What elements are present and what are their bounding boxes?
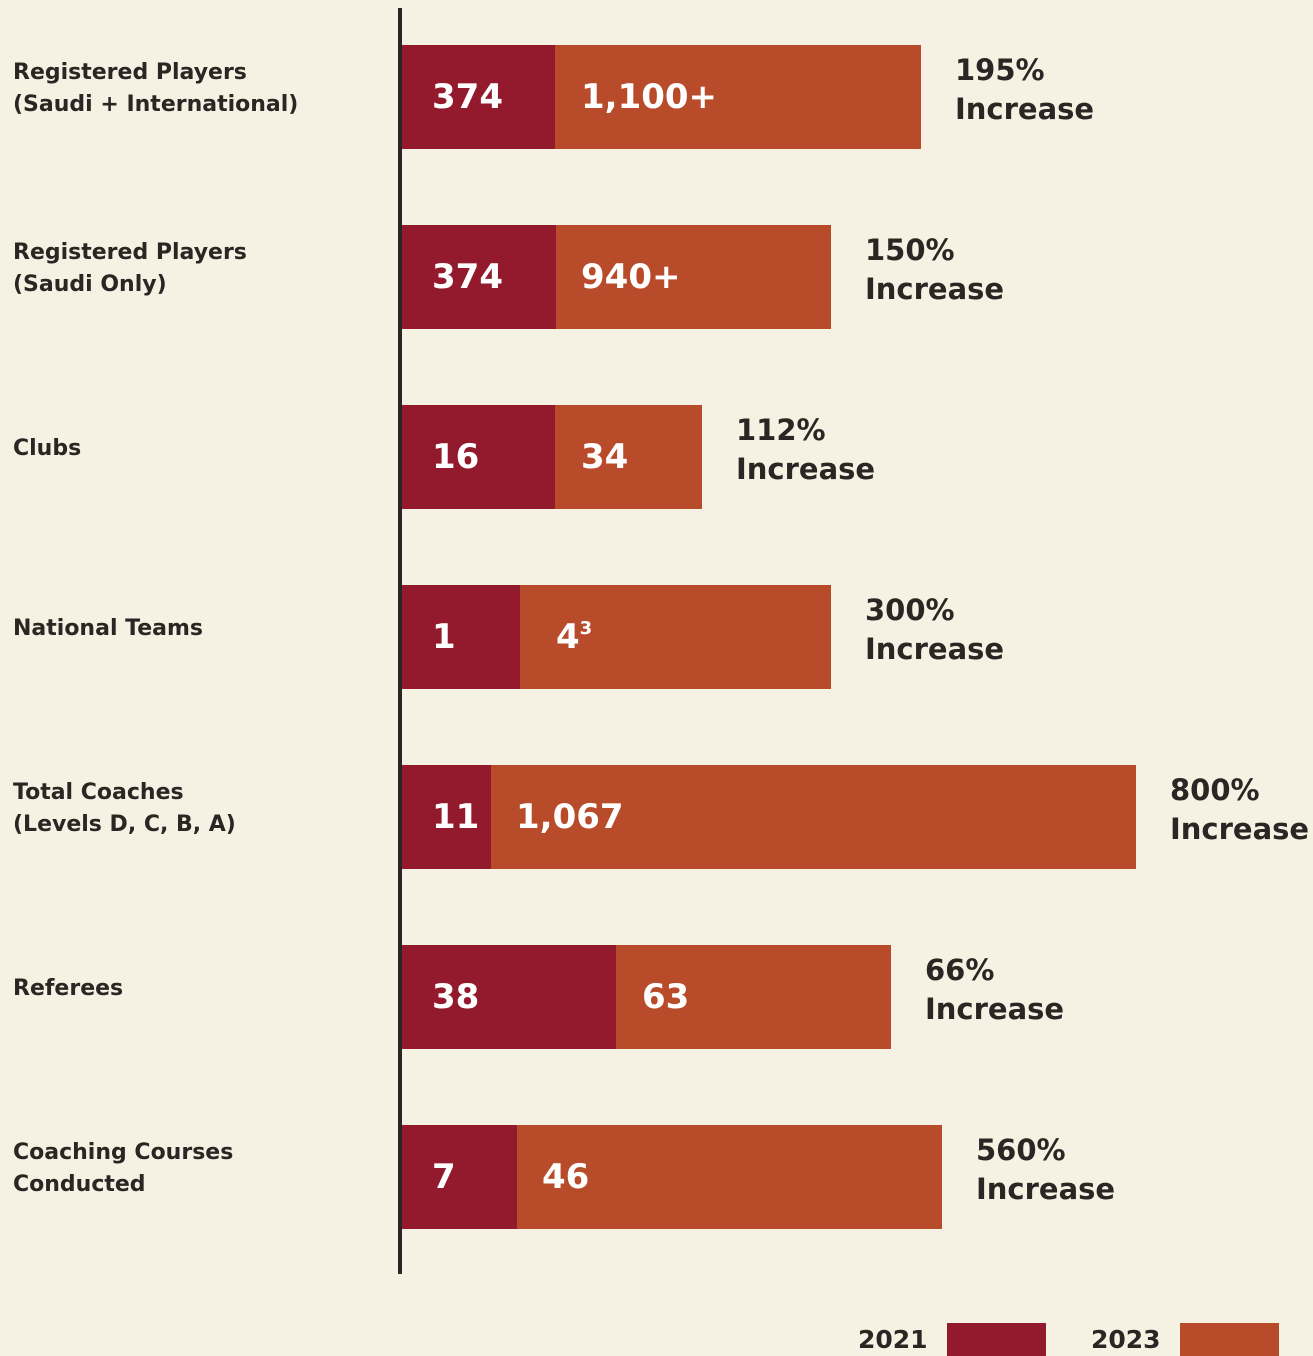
segment-2021 [402, 225, 556, 329]
value-2023: 63 [642, 945, 689, 1049]
value-2021: 11 [432, 797, 480, 837]
row-label: Coaching Courses Conducted [13, 1137, 233, 1201]
segment-2021 [402, 585, 520, 689]
row-label-line: Total Coaches [13, 780, 184, 805]
value-2021: 374 [432, 77, 503, 117]
row-label: Registered Players (Saudi + International… [13, 57, 298, 121]
segment-2023 [517, 1125, 942, 1229]
row-label-line: Clubs [13, 436, 82, 461]
value-2023: 1,067 [516, 765, 624, 869]
value-2021: 374 [432, 257, 503, 297]
row-label-line: (Saudi Only) [13, 272, 167, 297]
segment-2023 [555, 45, 921, 149]
segment-2023 [491, 765, 1136, 869]
footnote: 3 [579, 618, 593, 639]
value-2023: 34 [581, 405, 628, 509]
value-2023: 940+ [581, 225, 680, 329]
value-2023-number: 46 [542, 1157, 590, 1197]
change-label: Increase [925, 992, 1065, 1026]
value-2023-number: 1,067 [516, 797, 624, 837]
legend-swatch [947, 1323, 1046, 1356]
value-2023: 1,100+ [581, 45, 717, 149]
change-value: 300% [865, 593, 955, 627]
row-label: Registered Players (Saudi Only) [13, 237, 247, 301]
change-label: Increase [1170, 812, 1310, 846]
value-2021: 38 [432, 977, 480, 1017]
segment-2021 [402, 405, 555, 509]
change-label: Increase [955, 92, 1095, 126]
change-value: 195% [955, 53, 1045, 87]
row-label-line: National Teams [13, 616, 204, 641]
row-label-line: Registered Players [13, 240, 247, 265]
value-2023-number: 34 [581, 437, 629, 477]
segment-2023 [616, 945, 891, 1049]
segment-2021 [402, 1125, 517, 1229]
axis-line [398, 8, 402, 1274]
legend-label: 2021 [858, 1325, 928, 1354]
legend-swatch [1180, 1323, 1279, 1356]
value-2021: 16 [432, 437, 480, 477]
change-label: Increase [865, 632, 1005, 666]
row-label-line: Coaching Courses [13, 1140, 234, 1165]
value-2023-number: 1,100+ [581, 77, 718, 117]
value-2023: 46 [542, 1125, 589, 1229]
row-label-line: Conducted [13, 1172, 146, 1197]
value-2023: 43 [556, 585, 592, 689]
change-value: 66% [925, 953, 995, 987]
change-value: 560% [976, 1133, 1066, 1167]
row-label-line: (Levels D, C, B, A) [13, 812, 236, 837]
segment-2023 [555, 405, 702, 509]
legend-label: 2023 [1091, 1325, 1161, 1354]
value-2021: 7 [432, 1157, 456, 1197]
change-value: 112% [736, 413, 826, 447]
segment-2021 [402, 765, 491, 869]
row-label: National Teams [13, 613, 203, 645]
segment-2021 [402, 945, 616, 1049]
segment-2021 [402, 45, 555, 149]
change-value: 150% [865, 233, 955, 267]
row-label: Clubs [13, 433, 81, 465]
row-label-line: Referees [13, 976, 124, 1001]
row-label: Referees [13, 973, 123, 1005]
segment-2023 [520, 585, 831, 689]
change-label: Increase [865, 272, 1005, 306]
change-label: Increase [976, 1172, 1116, 1206]
change-value: 800% [1170, 773, 1260, 807]
row-label-line: Registered Players [13, 60, 247, 85]
row-label: Total Coaches (Levels D, C, B, A) [13, 777, 236, 841]
value-2023-number: 63 [642, 977, 690, 1017]
value-2023-number: 4 [556, 617, 580, 657]
change-label: Increase [736, 452, 876, 486]
row-label-line: (Saudi + International) [13, 92, 299, 117]
segment-2023 [556, 225, 831, 329]
value-2023-number: 940+ [581, 257, 681, 297]
value-2021: 1 [432, 617, 456, 657]
